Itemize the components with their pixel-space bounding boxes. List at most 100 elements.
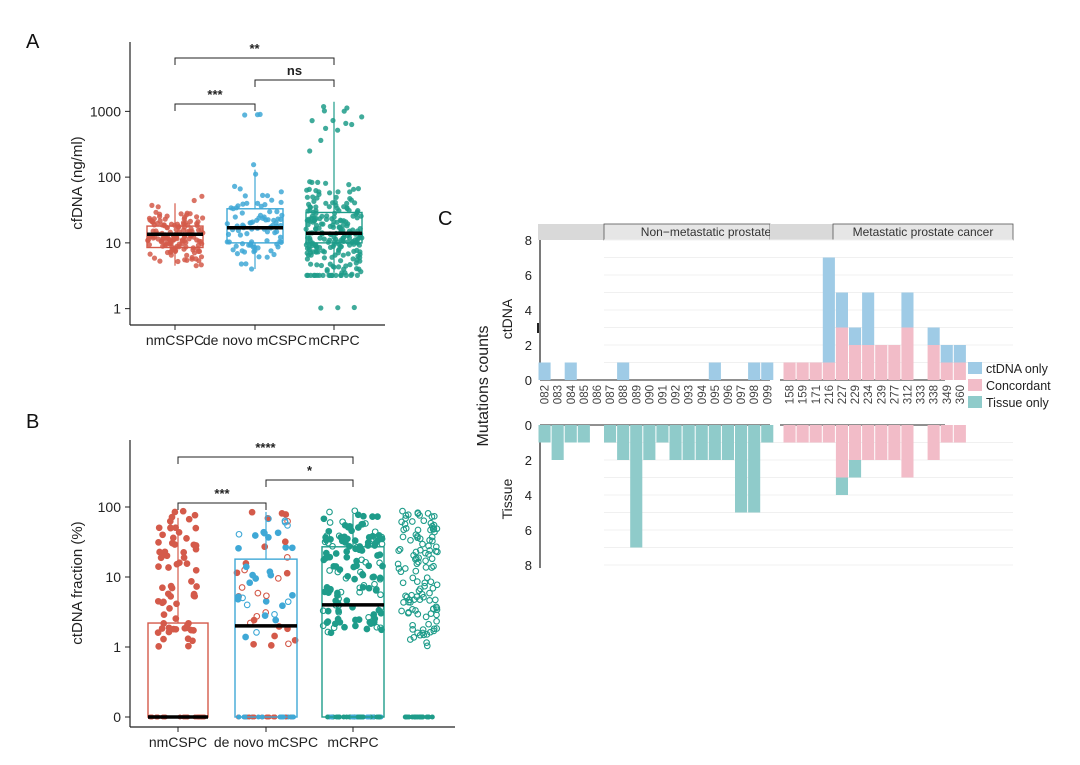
a-data-point xyxy=(359,114,365,120)
a-data-point xyxy=(338,244,344,250)
b-data-point xyxy=(154,597,162,605)
b-data-point xyxy=(423,639,430,646)
a-data-point xyxy=(194,214,200,220)
b-data-point xyxy=(428,513,436,520)
a-data-point xyxy=(277,234,284,240)
b-data-point xyxy=(242,633,249,641)
c-bottom-y-tick-label: 6 xyxy=(525,523,532,538)
b-data-point xyxy=(352,622,359,630)
b-box xyxy=(321,546,385,718)
b-data-point xyxy=(267,571,275,579)
b-data-point xyxy=(235,530,243,538)
b-data-point xyxy=(155,539,162,546)
b-data-point xyxy=(423,574,431,582)
c-bar-concordant-top xyxy=(875,345,888,380)
b-data-point xyxy=(399,579,407,587)
b-data-point xyxy=(193,583,200,590)
a-data-point xyxy=(195,219,201,225)
a-data-point xyxy=(316,272,322,278)
c-sample-label: 227 xyxy=(837,385,849,404)
c-bar-ctdna-only xyxy=(538,362,551,380)
b-data-point xyxy=(433,617,440,625)
b-data-point xyxy=(267,642,275,649)
a-data-point xyxy=(313,188,319,194)
c-sample-label: 171 xyxy=(811,385,823,404)
a-data-point xyxy=(260,215,266,221)
a-data-point xyxy=(336,264,342,270)
b-data-point xyxy=(372,587,380,594)
b-data-point xyxy=(412,548,420,556)
panel-c-plot: Non−metastatic prostate Metastatic prosta… xyxy=(475,223,1051,573)
a-data-point xyxy=(278,216,284,222)
c-bottom-y-tick-label: 0 xyxy=(525,418,532,433)
c-bar-concordant-bottom xyxy=(953,425,966,443)
a-data-point xyxy=(351,186,357,192)
a-data-point xyxy=(335,250,341,256)
b-data-point xyxy=(160,635,167,643)
b-data-point xyxy=(426,628,434,636)
c-bar-concordant-bottom xyxy=(783,425,796,443)
b-data-point xyxy=(420,517,428,525)
b-data-point xyxy=(351,575,358,583)
a-data-point xyxy=(253,171,259,177)
c-bar-tissue-only xyxy=(682,425,695,460)
c-sample-label: 239 xyxy=(876,385,888,404)
b-data-point xyxy=(327,535,334,543)
a-sig-label: ** xyxy=(249,41,260,56)
b-data-point xyxy=(426,597,433,604)
c-bar-tissue-only xyxy=(551,425,564,460)
c-sample-label: 338 xyxy=(929,385,941,404)
a-data-point xyxy=(184,210,190,216)
b-data-point xyxy=(284,598,292,606)
b-data-point xyxy=(334,568,342,576)
b-data-point xyxy=(274,529,282,537)
b-data-point xyxy=(235,593,242,601)
a-data-point xyxy=(234,251,240,257)
c-bar-concordant-bottom xyxy=(927,425,940,460)
c-bar-ctdna-only xyxy=(564,362,577,380)
a-data-point xyxy=(308,261,314,267)
c-axis-notch xyxy=(537,323,539,333)
c-sample-label: 084 xyxy=(566,384,578,404)
b-data-point xyxy=(191,511,199,519)
b-data-point xyxy=(356,546,363,554)
a-data-point xyxy=(237,232,243,238)
b-x-tick-label: mCRPC xyxy=(327,734,378,750)
a-data-point xyxy=(318,137,324,143)
a-y-axis-title: cfDNA (ng/ml) xyxy=(69,136,86,229)
a-box xyxy=(305,211,363,244)
b-data-point xyxy=(172,625,180,633)
a-data-point xyxy=(352,200,358,206)
b-data-point xyxy=(168,539,176,547)
b-data-point xyxy=(377,609,385,617)
c-legend-swatch xyxy=(968,379,982,391)
a-data-point xyxy=(240,201,246,207)
c-bar-concordant-bottom xyxy=(901,425,914,478)
b-data-point xyxy=(335,532,343,540)
a-data-point xyxy=(335,127,341,133)
c-sample-label: 086 xyxy=(592,385,604,404)
c-sample-label: 099 xyxy=(762,385,774,404)
b-data-point xyxy=(427,519,435,527)
c-legend-label: Tissue only xyxy=(986,396,1050,410)
b-data-point xyxy=(250,616,258,624)
a-data-point xyxy=(244,231,250,237)
b-data-point xyxy=(365,534,373,541)
a-data-point xyxy=(164,213,170,219)
c-top-y-axis-title: ctDNA xyxy=(499,298,515,339)
a-data-point xyxy=(346,182,352,188)
a-data-point xyxy=(193,263,199,269)
b-data-point xyxy=(433,604,441,612)
b-data-point xyxy=(355,616,363,623)
a-x-tick-label: de novo mCSPC xyxy=(203,332,307,348)
a-data-point xyxy=(320,272,326,278)
a-data-point xyxy=(304,194,310,200)
b-data-point xyxy=(359,583,367,591)
a-data-point xyxy=(321,108,327,114)
c-bar-tissue-only xyxy=(604,425,617,443)
c-bar-concordant-top xyxy=(940,362,953,380)
a-data-point xyxy=(327,190,333,196)
b-data-point xyxy=(159,531,166,539)
a-data-point xyxy=(256,254,262,260)
a-data-point xyxy=(347,189,353,195)
